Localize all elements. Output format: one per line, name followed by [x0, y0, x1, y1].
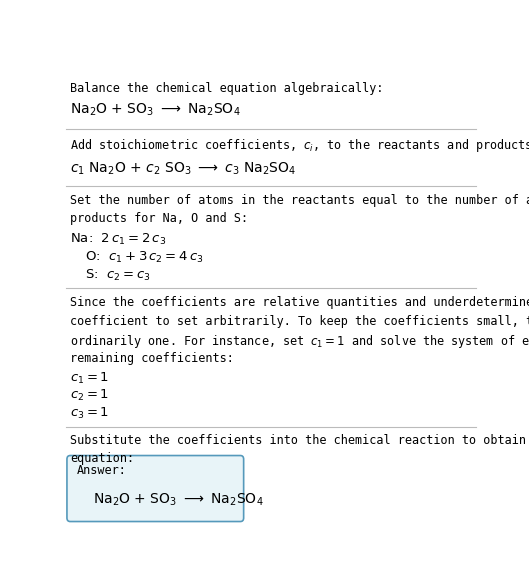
Text: $c_2 = 1$: $c_2 = 1$ [70, 388, 110, 403]
Text: $c_3 = 1$: $c_3 = 1$ [70, 406, 110, 421]
Text: Na$_2$O + SO$_3$ $\longrightarrow$ Na$_2$SO$_4$: Na$_2$O + SO$_3$ $\longrightarrow$ Na$_2… [70, 102, 241, 119]
Text: Na:  $2\,c_1 = 2\,c_3$: Na: $2\,c_1 = 2\,c_3$ [70, 232, 167, 247]
Text: $c_1$ Na$_2$O + $c_2$ SO$_3$ $\longrightarrow$ $c_3$ Na$_2$SO$_4$: $c_1$ Na$_2$O + $c_2$ SO$_3$ $\longright… [70, 161, 297, 177]
Text: Since the coefficients are relative quantities and underdetermined, choose a: Since the coefficients are relative quan… [70, 296, 529, 309]
Text: products for Na, O and S:: products for Na, O and S: [70, 212, 248, 225]
FancyBboxPatch shape [67, 456, 244, 521]
Text: Set the number of atoms in the reactants equal to the number of atoms in the: Set the number of atoms in the reactants… [70, 194, 529, 207]
Text: ordinarily one. For instance, set $c_1 = 1$ and solve the system of equations fo: ordinarily one. For instance, set $c_1 =… [70, 333, 529, 350]
Text: S:  $c_2 = c_3$: S: $c_2 = c_3$ [85, 268, 150, 283]
Text: Na$_2$O + SO$_3$ $\longrightarrow$ Na$_2$SO$_4$: Na$_2$O + SO$_3$ $\longrightarrow$ Na$_2… [93, 492, 263, 508]
Text: coefficient to set arbitrarily. To keep the coefficients small, the arbitrary va: coefficient to set arbitrarily. To keep … [70, 315, 529, 328]
Text: remaining coefficients:: remaining coefficients: [70, 352, 234, 365]
Text: $c_1 = 1$: $c_1 = 1$ [70, 370, 110, 386]
Text: equation:: equation: [70, 453, 134, 465]
Text: Substitute the coefficients into the chemical reaction to obtain the balanced: Substitute the coefficients into the che… [70, 434, 529, 447]
Text: Balance the chemical equation algebraically:: Balance the chemical equation algebraica… [70, 82, 384, 95]
Text: O:  $c_1 + 3\,c_2 = 4\,c_3$: O: $c_1 + 3\,c_2 = 4\,c_3$ [85, 250, 203, 265]
Text: Answer:: Answer: [76, 464, 126, 477]
Text: Add stoichiometric coefficients, $c_i$, to the reactants and products:: Add stoichiometric coefficients, $c_i$, … [70, 137, 529, 154]
